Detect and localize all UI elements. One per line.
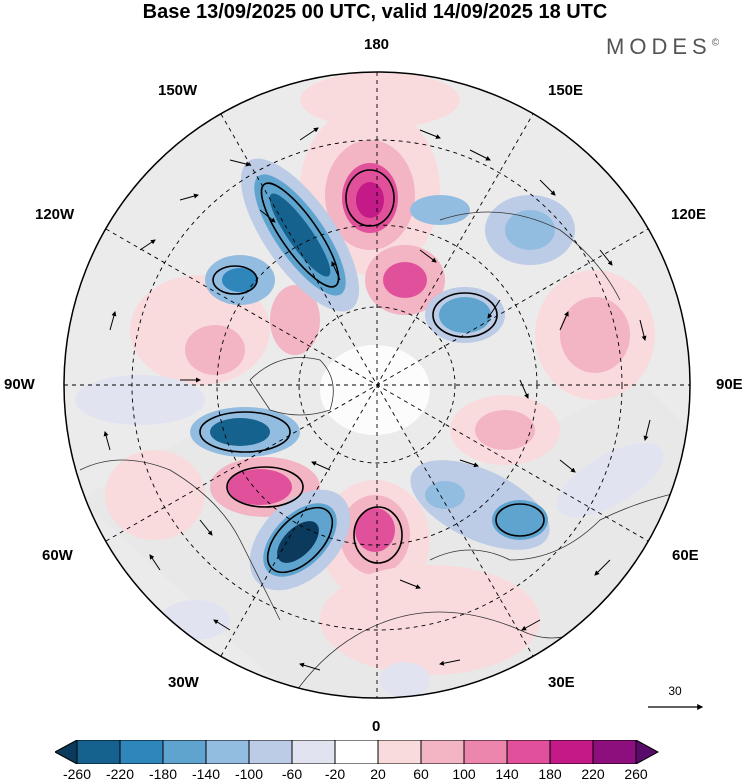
brand-mark: © (711, 37, 720, 49)
lon-label-60w: 60W (42, 547, 73, 564)
colorbar-swatch (291, 740, 336, 764)
contour (226, 466, 304, 508)
anomaly-blob (380, 662, 430, 698)
contour (432, 292, 498, 338)
colorbar-swatch (592, 740, 637, 764)
coastline (79, 459, 281, 621)
lon-label-30e: 30E (548, 674, 575, 691)
colorbar-swatch (463, 740, 508, 764)
anomaly-blob (355, 508, 395, 552)
page-title: Base 13/09/2025 00 UTC, valid 14/09/2025… (142, 1, 608, 23)
lon-label-30w: 30W (168, 674, 199, 691)
map-boundary (63, 71, 691, 699)
colorbar-swatch (549, 740, 594, 764)
coastline (439, 211, 621, 301)
colorbar-end-high (635, 740, 660, 764)
colorbar-tick-label: 20 (370, 766, 386, 782)
coastline (249, 357, 334, 416)
anomaly-blob (277, 521, 319, 563)
anomaly-blob (210, 418, 270, 446)
lon-label-150e: 150E (548, 82, 584, 99)
colorbar-tick-label: 140 (495, 766, 519, 782)
colorbar-tick-label: -260 (62, 766, 92, 782)
lon-label-60e: 60E (672, 547, 699, 564)
coastline (429, 489, 690, 561)
brand-logo: MODES© (606, 34, 719, 60)
contour (495, 503, 545, 537)
contour (345, 169, 395, 227)
colorbar-swatch (119, 740, 164, 764)
anomaly-blob (560, 297, 630, 373)
colorbar-swatch (334, 740, 379, 764)
wind-vectors (103, 127, 651, 671)
colorbar-tick-label: -20 (324, 766, 346, 782)
coastline (289, 611, 601, 698)
anomaly-blob (300, 72, 460, 128)
anomaly-blob (222, 268, 258, 292)
map-field (64, 72, 690, 698)
colorbar-tick-label: -140 (191, 766, 221, 782)
colorbar-tick-label: 180 (538, 766, 562, 782)
lon-label-90w: 90W (4, 376, 35, 393)
anomaly-blob (75, 375, 205, 425)
lon-label-180: 180 (364, 36, 390, 53)
contour (212, 265, 258, 295)
anomaly-blob (439, 297, 491, 333)
graticule (64, 72, 690, 698)
colorbar-tick-label: 260 (624, 766, 648, 782)
anomaly-blob (269, 193, 331, 277)
pole-region (320, 345, 430, 435)
anomaly-blob (228, 469, 292, 505)
anomaly-blob (425, 481, 465, 509)
anomaly-blob (383, 262, 427, 298)
anomaly-blob (270, 285, 320, 355)
colorbar-tick-label: -220 (105, 766, 135, 782)
anomaly-blob (410, 195, 470, 225)
colorbar (55, 740, 660, 764)
colorbar-tick-label: 60 (413, 766, 429, 782)
lon-label-90e: 90E (716, 376, 743, 393)
colorbar-tick-label: -100 (234, 766, 264, 782)
colorbar-tick-label: 220 (581, 766, 605, 782)
contour (199, 411, 291, 453)
lon-label-0: 0 (372, 718, 381, 735)
anomaly-blob (492, 500, 548, 540)
reference-vector-label: 30 (668, 684, 682, 698)
anomaly-blob (475, 410, 535, 450)
contours (199, 169, 545, 574)
colorbar-swatch (205, 740, 250, 764)
contour (353, 506, 403, 564)
contour (266, 506, 334, 574)
anomaly-blob (185, 325, 245, 375)
lon-label-150w: 150W (158, 82, 198, 99)
anomaly-blob (505, 210, 555, 250)
anomaly-blob (105, 450, 205, 540)
colorbar-swatch (377, 740, 422, 764)
coastlines (79, 211, 690, 698)
lon-label-120e: 120E (671, 206, 707, 223)
colorbar-swatch (76, 740, 121, 764)
negative-anomalies (75, 158, 664, 698)
colorbar-swatch (248, 740, 293, 764)
colorbar-swatch (420, 740, 465, 764)
colorbar-end-low (55, 740, 78, 764)
colorbar-tick-label: -60 (281, 766, 303, 782)
colorbar-tick-label: -180 (148, 766, 178, 782)
contour (260, 182, 340, 288)
colorbar-swatch (162, 740, 207, 764)
anomaly-blob (356, 182, 384, 218)
colorbar-swatch (506, 740, 551, 764)
anomaly-blob (556, 443, 664, 517)
lon-label-120w: 120W (35, 206, 75, 223)
colorbar-tick-label: 100 (452, 766, 476, 782)
anomaly-blob (320, 565, 540, 675)
brand-text: MODES (606, 34, 712, 59)
